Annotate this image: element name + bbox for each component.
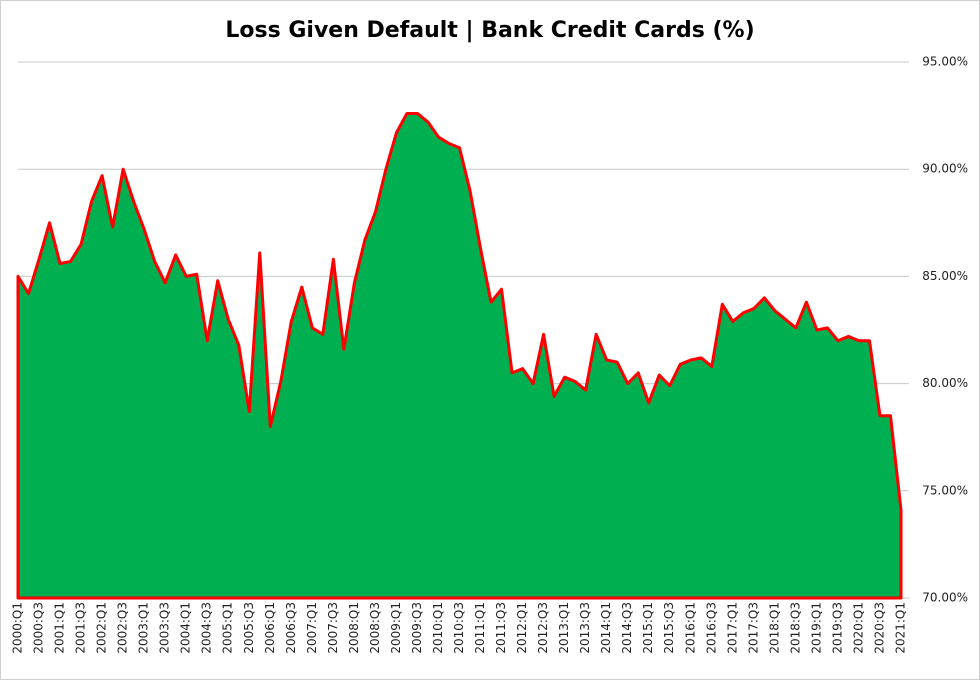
x-tick-label: 2004:Q3 [200,602,214,654]
x-tick-label: 2011:Q3 [494,602,508,654]
x-tick-label: 2011:Q1 [473,602,487,654]
x-tick-label: 2021:Q1 [894,602,908,654]
x-tick-label: 2000:Q1 [11,602,25,654]
x-tick-label: 2019:Q3 [830,602,844,654]
x-tick-label: 2009:Q1 [389,602,403,654]
x-tick-label: 2009:Q3 [410,602,424,654]
x-tick-label: 2012:Q3 [536,602,550,654]
x-tick-label: 2019:Q1 [809,602,823,654]
x-tick-label: 2007:Q3 [326,602,340,654]
x-tick-label: 2001:Q3 [74,602,88,654]
x-tick-label: 2008:Q3 [368,602,382,654]
x-tick-label: 2005:Q1 [221,602,235,654]
x-tick-label: 2005:Q3 [242,602,256,654]
area [16,111,903,600]
y-tick-label: 75.00% [922,483,968,497]
x-tick-label: 2016:Q3 [704,602,718,654]
x-tick-label: 2018:Q3 [788,602,802,654]
x-tick-label: 2002:Q3 [116,602,130,654]
x-tick-label: 2002:Q1 [95,602,109,654]
y-tick-label: 70.00% [922,591,968,605]
x-tick-label: 2014:Q3 [620,602,634,654]
x-tick-label: 2010:Q1 [431,602,445,654]
x-tick-label: 2015:Q1 [641,602,655,654]
x-tick-label: 2004:Q1 [179,602,193,654]
x-tick-label: 2014:Q1 [599,602,613,654]
x-tick-label: 2010:Q3 [452,602,466,654]
x-tick-label: 2013:Q1 [557,602,571,654]
x-tick-label: 2017:Q1 [725,602,739,654]
x-tick-label: 2016:Q1 [683,602,697,654]
y-tick-label: 95.00% [922,55,968,69]
y-tick-label: 90.00% [922,162,968,176]
x-tick-label: 2018:Q1 [767,602,781,654]
x-tick-label: 2006:Q1 [263,602,277,654]
x-tick-label: 2020:Q3 [872,602,886,654]
x-tick-label: 2017:Q3 [746,602,760,654]
x-tick-label: 2015:Q3 [662,602,676,654]
y-tick-label: 80.00% [922,376,968,390]
chart-title: Loss Given Default | Bank Credit Cards (… [225,18,754,43]
x-tick-label: 2020:Q1 [851,602,865,654]
x-tick-label: 2003:Q3 [158,602,172,654]
x-tick-label: 2006:Q3 [284,602,298,654]
x-tick-label: 2013:Q3 [578,602,592,654]
y-tick-label: 85.00% [922,269,968,283]
x-tick-label: 2007:Q1 [305,602,319,654]
x-tick-label: 2001:Q1 [53,602,67,654]
x-tick-label: 2003:Q1 [137,602,151,654]
x-tick-label: 2008:Q1 [347,602,361,654]
x-tick-label: 2000:Q3 [32,602,46,654]
x-tick-label: 2012:Q1 [515,602,529,654]
